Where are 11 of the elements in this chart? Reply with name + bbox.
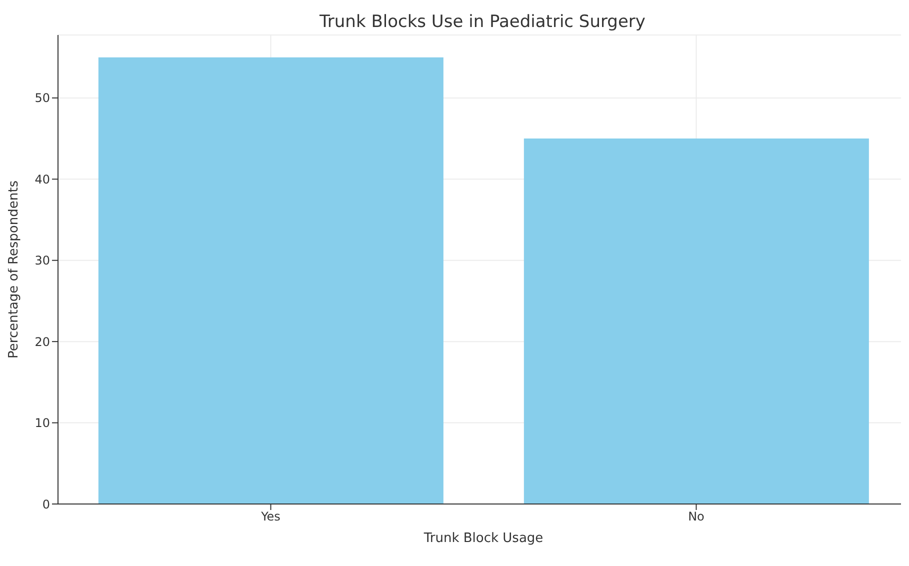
y-tick-label: 20 xyxy=(34,334,50,349)
x-tick-label: Yes xyxy=(260,510,280,524)
chart-title: Trunk Blocks Use in Paediatric Surgery xyxy=(318,12,646,32)
y-tick-label: 40 xyxy=(34,172,50,186)
x-tick-label: No xyxy=(688,510,704,524)
y-axis-title: Percentage of Respondents xyxy=(6,180,22,358)
y-tick-label: 30 xyxy=(34,254,50,268)
x-axis-title: Trunk Block Usage xyxy=(422,531,544,546)
y-tick-label: 50 xyxy=(34,91,50,106)
y-tick-label: 10 xyxy=(34,416,50,430)
y-tick-label: 0 xyxy=(42,497,50,512)
